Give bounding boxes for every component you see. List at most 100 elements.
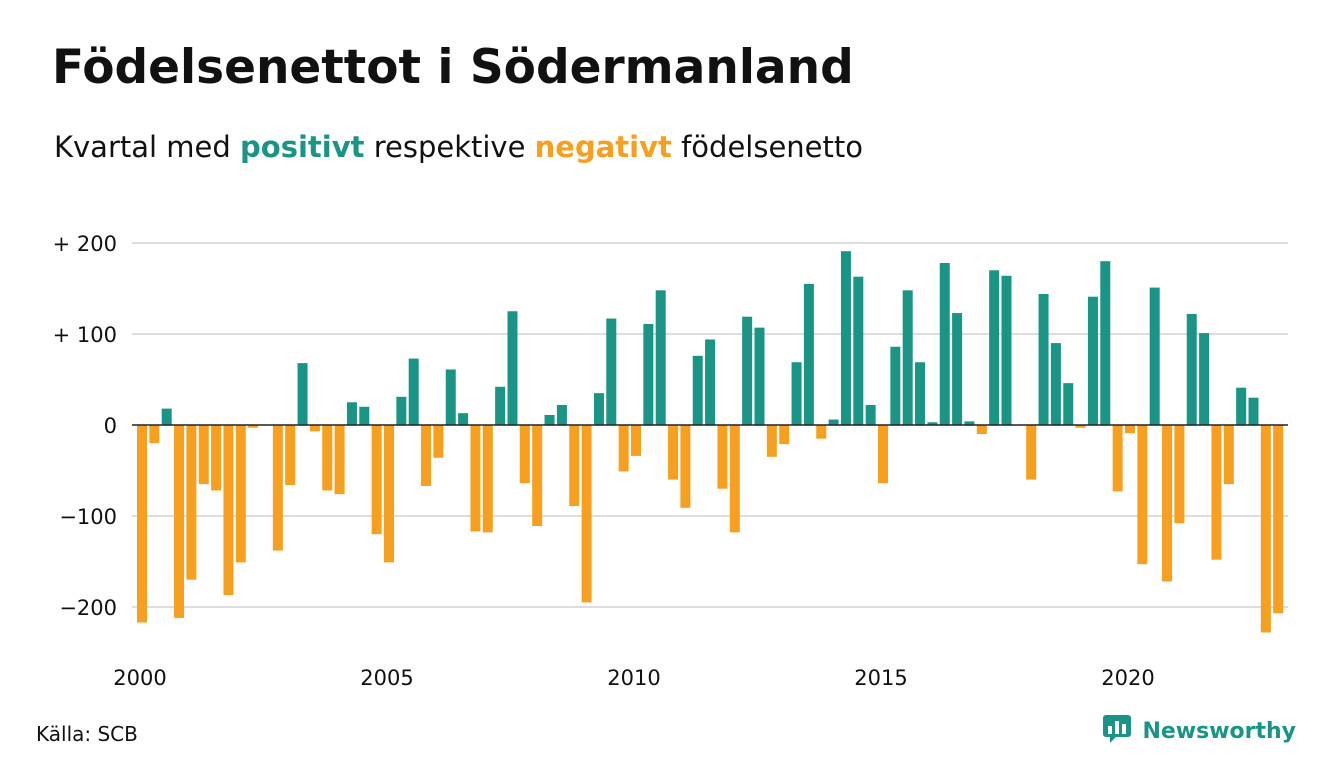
bar-2009Q3 [606, 318, 617, 425]
x-tick-label: 2005 [360, 666, 413, 690]
chart-title: Födelsenettot i Södermanland [52, 40, 854, 95]
bar-2015Q1 [878, 425, 888, 484]
bar-2021Q3 [1199, 333, 1210, 425]
bar-2014Q1 [828, 419, 839, 425]
brand-name: Newsworthy [1142, 718, 1296, 744]
subtitle-negative: negativt [534, 130, 672, 164]
bar-2011Q3 [705, 339, 716, 425]
bar-2019Q2 [1087, 296, 1098, 425]
bar-2004Q4 [371, 425, 382, 535]
bar-2022Q2 [1236, 387, 1247, 425]
bar-2002Q1 [235, 425, 246, 563]
bar-2006Q1 [433, 425, 444, 458]
bar-2006Q4 [470, 425, 481, 532]
bar-2001Q4 [223, 425, 234, 596]
bar-2022Q1 [1223, 425, 1234, 485]
bar-2002Q2 [248, 425, 259, 428]
bar-2016Q2 [939, 263, 950, 425]
bar-2000Q3 [161, 408, 172, 425]
bar-2010Q2 [643, 323, 654, 425]
bar-2001Q1 [186, 425, 197, 580]
subtitle-middle: respektive [373, 130, 526, 164]
bar-2016Q3 [952, 313, 963, 425]
bar-2020Q1 [1125, 425, 1135, 434]
chart-subtitle: Kvartal med positivt respektive negativt… [54, 130, 863, 164]
bar-2004Q3 [359, 406, 370, 425]
bar-2019Q3 [1100, 261, 1111, 425]
y-axis: + 200 + 100 0 −100 −200 [53, 232, 117, 620]
bar-2003Q4 [322, 425, 333, 491]
bar-2000Q2 [149, 425, 160, 444]
bar-2011Q2 [692, 355, 703, 425]
bar-2020Q2 [1137, 425, 1148, 565]
bar-chart-speech-bubble-icon [1102, 714, 1132, 748]
bar-2020Q3 [1149, 287, 1160, 425]
x-tick-label: 2010 [607, 666, 660, 690]
y-tick-label: + 100 [53, 323, 117, 347]
brand[interactable]: Newsworthy [1102, 714, 1296, 748]
bar-2002Q4 [272, 425, 283, 551]
bar-2011Q1 [680, 425, 691, 508]
bar-2014Q3 [853, 276, 864, 425]
grid-lines [132, 242, 1288, 608]
bar-2018Q4 [1063, 383, 1074, 425]
bar-2018Q1 [1026, 425, 1037, 480]
bar-2020Q4 [1162, 425, 1173, 582]
x-tick-label: 2015 [854, 666, 907, 690]
bar-2008Q4 [569, 425, 580, 506]
bar-2004Q1 [334, 425, 345, 495]
bar-2005Q1 [384, 425, 394, 563]
bar-2012Q2 [742, 316, 753, 425]
bar-2013Q2 [791, 362, 802, 425]
bar-2016Q4 [964, 421, 975, 425]
bar-2010Q3 [655, 290, 666, 425]
bar-2021Q2 [1186, 313, 1197, 425]
bar-2006Q2 [445, 369, 456, 425]
source-note: Källa: SCB [36, 722, 138, 746]
bar-2005Q2 [396, 396, 407, 425]
bar-2013Q1 [779, 425, 790, 445]
bar-2022Q4 [1260, 425, 1271, 633]
bar-2013Q4 [816, 425, 827, 439]
bar-2010Q1 [631, 425, 641, 456]
bar-2014Q2 [840, 251, 851, 425]
bar-2015Q4 [915, 362, 926, 425]
bar-2005Q4 [421, 425, 432, 486]
bar-2012Q1 [729, 425, 740, 533]
bar-2015Q2 [890, 346, 901, 425]
bar-2018Q3 [1050, 343, 1061, 425]
bar-2009Q2 [593, 393, 604, 425]
x-axis: 2000 2005 2010 2015 2020 [113, 666, 1154, 690]
subtitle-suffix: födelsenetto [681, 130, 863, 164]
bar-2007Q1 [482, 425, 493, 533]
bar-2021Q4 [1211, 425, 1222, 560]
bar-2012Q4 [766, 425, 777, 457]
y-tick-label: 0 [104, 414, 117, 438]
bar-2003Q2 [297, 363, 308, 425]
y-tick-label: −200 [59, 596, 117, 620]
subtitle-positive: positivt [240, 130, 365, 164]
bar-2011Q4 [717, 425, 728, 489]
bar-2000Q4 [174, 425, 185, 618]
x-tick-label: 2000 [113, 666, 166, 690]
bar-2019Q4 [1112, 425, 1123, 492]
bar-2006Q3 [458, 413, 469, 425]
bar-2007Q2 [495, 386, 506, 425]
bar-2010Q4 [668, 425, 679, 480]
bar-2001Q3 [211, 425, 222, 491]
bar-2004Q2 [346, 402, 357, 425]
bar-2022Q3 [1248, 397, 1259, 425]
bars [137, 251, 1284, 633]
bar-2017Q2 [989, 270, 1000, 425]
bar-2000Q1 [137, 425, 147, 623]
bar-2015Q3 [902, 290, 913, 425]
bar-2009Q4 [618, 425, 629, 472]
bar-2007Q3 [507, 311, 518, 425]
subtitle-prefix: Kvartal med [54, 130, 231, 164]
y-tick-label: + 200 [53, 232, 117, 256]
bar-2021Q1 [1174, 425, 1185, 524]
bar-2001Q2 [198, 425, 209, 485]
y-tick-label: −100 [59, 505, 117, 529]
bar-2009Q1 [581, 425, 592, 603]
